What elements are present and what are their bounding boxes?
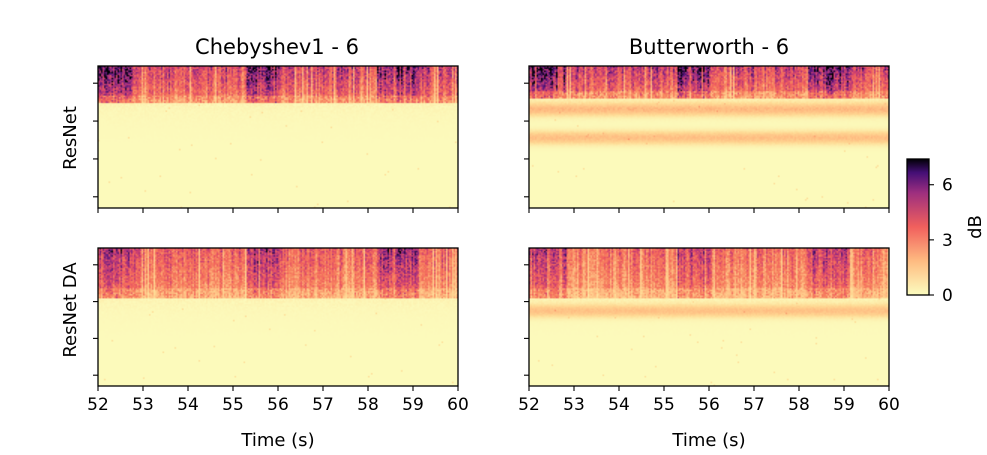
x-axis-label-right: Time (s): [671, 430, 745, 451]
x-tick-label: 52: [518, 395, 540, 415]
panel-resnet-chebyshev: [93, 65, 459, 213]
x-tick-label: 56: [698, 395, 720, 415]
colorbar-label: dB: [965, 215, 986, 239]
x-tick-label: 56: [267, 395, 289, 415]
x-tick-label: 60: [447, 395, 469, 415]
colorbar-frame: [906, 158, 930, 296]
x-tick-label: 59: [833, 395, 855, 415]
column-title-butterworth: Butterworth - 6: [629, 35, 789, 59]
x-tick-label: 57: [312, 395, 334, 415]
x-tick-label: 59: [402, 395, 424, 415]
panel-resnetda-chebyshev: 52 53 54 55 56 57 58 59 60: [87, 247, 469, 415]
x-tick-label: 53: [563, 395, 585, 415]
colorbar-tick-label: 6: [942, 176, 953, 196]
colorbar-tick-label: 0: [942, 286, 953, 306]
row-label-resnet-da: ResNet DA: [60, 262, 81, 358]
colorbar-gradient: [907, 159, 929, 295]
x-tick-label: 53: [132, 395, 154, 415]
spectrogram-resnet-chebyshev: [98, 66, 458, 208]
x-axis-label-left: Time (s): [240, 430, 314, 451]
colorbar-tick-label: 3: [942, 231, 953, 251]
x-tick-label: 52: [87, 395, 109, 415]
x-tick-label: 54: [608, 395, 630, 415]
x-tick-label: 57: [743, 395, 765, 415]
x-tick-label: 55: [653, 395, 675, 415]
colorbar: 0 3 6 dB: [906, 158, 986, 306]
x-tick-label: 54: [177, 395, 199, 415]
row-label-resnet: ResNet: [60, 106, 81, 170]
spectrogram-resnet-butterworth: [529, 66, 889, 208]
x-tick-label: 60: [878, 395, 900, 415]
spectrogram-resnetda-butterworth: [529, 248, 889, 386]
x-tick-label: 58: [788, 395, 810, 415]
spectrogram-resnetda-chebyshev: [98, 248, 458, 386]
panel-resnet-butterworth: [524, 65, 890, 213]
column-title-chebyshev: Chebyshev1 - 6: [195, 35, 359, 59]
x-tick-label: 55: [222, 395, 244, 415]
panel-resnetda-butterworth: 52 53 54 55 56 57 58 59 60: [518, 247, 900, 415]
x-tick-label: 58: [357, 395, 379, 415]
